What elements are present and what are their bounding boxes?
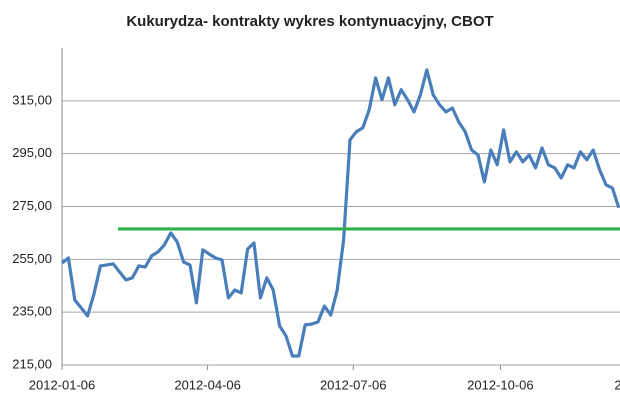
x-tick-label: 2012-01-06 <box>29 377 96 392</box>
y-tick-label: 255,00 <box>12 251 52 266</box>
y-tick-label: 315,00 <box>12 92 52 107</box>
y-tick-label: 235,00 <box>12 304 52 319</box>
x-tick-label: 2013-01-06 <box>614 377 620 392</box>
y-tick-label: 295,00 <box>12 145 52 160</box>
y-tick-label: 215,00 <box>12 356 52 371</box>
x-tick-label: 2012-10-06 <box>467 377 534 392</box>
x-tick-label: 2012-07-06 <box>320 377 387 392</box>
y-tick-label: 275,00 <box>12 198 52 213</box>
x-tick-label: 2012-04-06 <box>174 377 241 392</box>
price-line <box>61 68 620 358</box>
chart-title: Kukurydza- kontrakty wykres kontynuacyjn… <box>126 13 493 30</box>
